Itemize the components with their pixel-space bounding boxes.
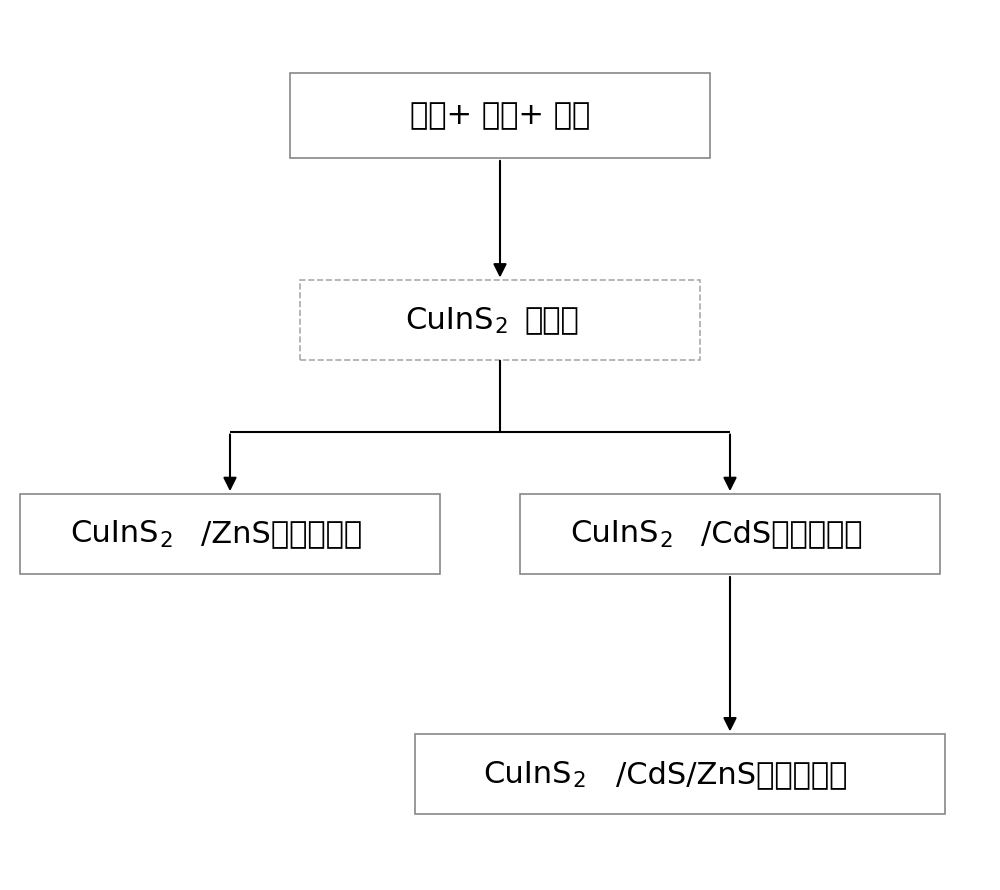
Bar [520,494,940,574]
Text: 2: 2 [659,530,673,551]
Text: 铜源+ 铟源+ 硫源: 铜源+ 铟源+ 硫源 [410,101,590,130]
Text: 量子点: 量子点 [524,306,579,335]
Bar [20,494,440,574]
Text: 2: 2 [159,530,173,551]
Text: /CdS/ZnS核壳量子点: /CdS/ZnS核壳量子点 [616,760,847,789]
Bar [290,74,710,158]
Text: 2: 2 [495,317,508,337]
Text: CuInS: CuInS [570,520,658,548]
Bar [300,280,700,360]
Text: 2: 2 [573,771,586,791]
Bar [415,734,945,814]
Text: /CdS核壳量子点: /CdS核壳量子点 [701,520,862,548]
Text: CuInS: CuInS [484,760,572,789]
Text: CuInS: CuInS [70,520,158,548]
Text: CuInS: CuInS [406,306,494,335]
Text: /ZnS核壳量子点: /ZnS核壳量子点 [201,520,362,548]
